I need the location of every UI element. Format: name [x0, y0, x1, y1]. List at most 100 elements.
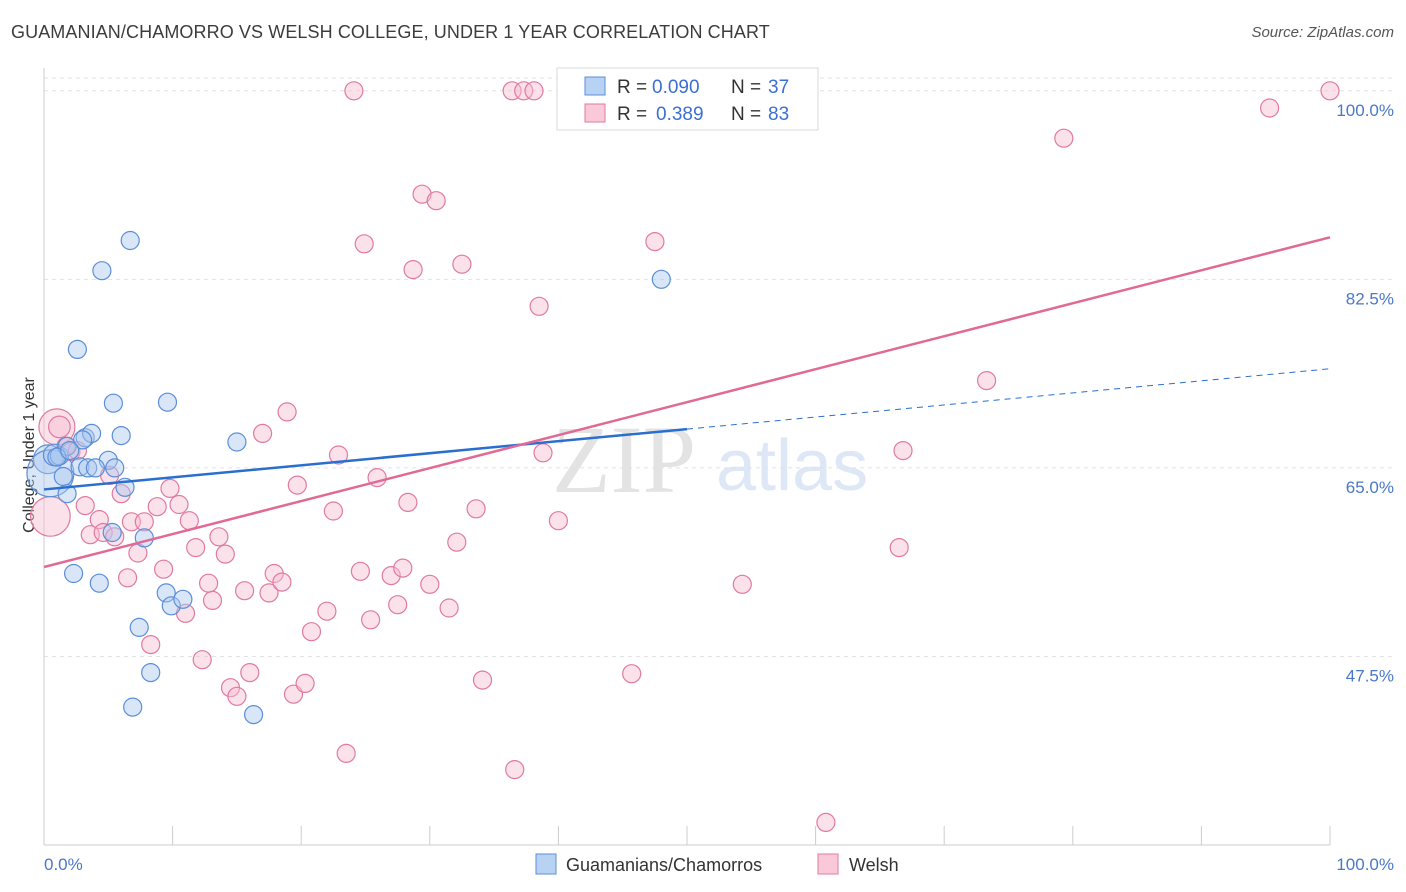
welsh-point-80 — [1054, 128, 1074, 148]
guamanian-point-18 — [105, 458, 125, 478]
welsh-point-45 — [328, 445, 349, 465]
guamanian-point-4 — [53, 466, 73, 487]
welsh-point-50 — [361, 610, 381, 630]
welsh-point-78 — [893, 441, 913, 461]
legend-r-value-pink: 0.389 — [656, 104, 704, 125]
legend-swatch-pink — [584, 103, 606, 123]
series-legend: Guamanians/Chamorros Welsh — [535, 853, 899, 875]
chart-title: GUAMANIAN/CHAMORRO VS WELSH COLLEGE, UND… — [11, 22, 770, 42]
welsh-point-37 — [272, 572, 292, 592]
welsh-point-61 — [447, 532, 467, 552]
legend-swatch-blue — [584, 76, 606, 96]
welsh-point-77 — [889, 537, 909, 558]
welsh-point-60 — [439, 598, 459, 618]
guamanian-point-13 — [89, 573, 109, 593]
guamanian-point-31 — [244, 704, 264, 725]
y-tick-label-2: 82.5% — [1346, 289, 1394, 308]
guamanian-point-23 — [129, 617, 149, 638]
welsh-point-70 — [533, 443, 553, 463]
welsh-point-73 — [622, 664, 642, 684]
welsh-point-13 — [117, 568, 138, 588]
welsh-point-59 — [426, 191, 446, 211]
welsh-point-69 — [529, 296, 549, 316]
welsh-point-38 — [277, 402, 297, 422]
correlation-legend: R = 0.090 N = 37 R = 0.389 N = 83 — [556, 67, 819, 131]
chart-source: Source: ZipAtlas.com — [1251, 24, 1394, 41]
legend-n-value-pink: 83 — [768, 104, 789, 125]
welsh-point-19 — [154, 559, 174, 579]
guamanian-trend-line — [43, 427, 688, 491]
welsh-point-63 — [466, 499, 486, 519]
welsh-point-6 — [75, 496, 95, 516]
y-tick-label-3: 100.0% — [1336, 101, 1394, 120]
guamanian-point-36 — [85, 458, 106, 478]
legend-r-label-blue: R = — [617, 77, 647, 98]
welsh-point-16 — [134, 512, 154, 532]
guamanian-trend-extension — [686, 368, 1331, 430]
guamanian-point-25 — [141, 662, 161, 683]
guamanian-point-22 — [123, 697, 143, 717]
guamanian-point-7 — [63, 563, 84, 584]
guamanian-point-32 — [651, 269, 671, 289]
welsh-point-54 — [393, 558, 413, 578]
welsh-point-17 — [141, 634, 161, 655]
welsh-point-57 — [412, 184, 432, 204]
welsh-point-26 — [199, 573, 219, 593]
guamanian-point-9 — [70, 457, 90, 477]
welsh-point-64 — [472, 670, 493, 690]
guamanian-point-5 — [57, 484, 77, 504]
guamanian-point-28 — [161, 596, 181, 616]
x-ticks — [43, 826, 1331, 845]
watermark-zip: ZIP — [552, 406, 696, 513]
gridlines — [44, 77, 1394, 657]
welsh-point-44 — [323, 501, 343, 521]
guamanian-point-17 — [103, 393, 124, 413]
welsh-point-55 — [398, 492, 418, 512]
welsh-point-46 — [336, 743, 356, 764]
legend-n-label-blue: N = — [731, 77, 761, 98]
x-tick-label-min: 0.0% — [44, 855, 83, 874]
welsh-point-33 — [240, 662, 260, 683]
welsh-point-75 — [732, 574, 752, 594]
x-tick-label-max: 100.0% — [1336, 855, 1394, 874]
guamanian-point-8 — [67, 339, 88, 359]
welsh-point-27 — [202, 590, 223, 611]
welsh-point-42 — [301, 622, 322, 642]
guamanian-point-19 — [111, 426, 131, 446]
welsh-point-34 — [253, 423, 273, 443]
y-tick-label-1: 65.0% — [1346, 478, 1394, 497]
legend-r-label-pink: R = — [617, 104, 647, 125]
welsh-point-18 — [147, 497, 167, 517]
guamanian-point-35 — [60, 441, 80, 461]
welsh-points — [30, 81, 1340, 833]
welsh-point-82 — [1320, 81, 1340, 101]
welsh-point-20 — [160, 478, 180, 498]
guamanian-point-12 — [78, 458, 98, 478]
y-tick-label-0: 47.5% — [1346, 666, 1394, 685]
welsh-point-52 — [381, 565, 401, 586]
welsh-point-29 — [215, 544, 235, 564]
welsh-point-81 — [1259, 98, 1280, 118]
welsh-point-67 — [514, 81, 534, 101]
welsh-point-56 — [403, 260, 423, 280]
welsh-point-71 — [548, 511, 569, 531]
welsh-point-62 — [452, 254, 472, 274]
legend-r-value-blue: 0.090 — [652, 77, 700, 98]
watermark-atlas: atlas — [716, 426, 868, 506]
welsh-point-49 — [354, 234, 374, 254]
welsh-point-2 — [48, 415, 71, 439]
welsh-point-41 — [295, 673, 315, 694]
welsh-point-25 — [192, 650, 212, 670]
welsh-point-58 — [420, 574, 440, 594]
welsh-point-65 — [502, 81, 522, 101]
welsh-point-76 — [816, 812, 836, 833]
welsh-point-74 — [645, 232, 665, 252]
guamanian-point-14 — [92, 261, 112, 281]
trend-lines — [43, 236, 1331, 569]
welsh-point-48 — [350, 561, 370, 581]
series-legend-label-pink: Welsh — [849, 855, 899, 875]
y-tick-labels: 47.5% 65.0% 82.5% 100.0% — [1336, 101, 1394, 686]
welsh-point-24 — [186, 537, 206, 558]
guamanian-point-27 — [157, 392, 178, 412]
